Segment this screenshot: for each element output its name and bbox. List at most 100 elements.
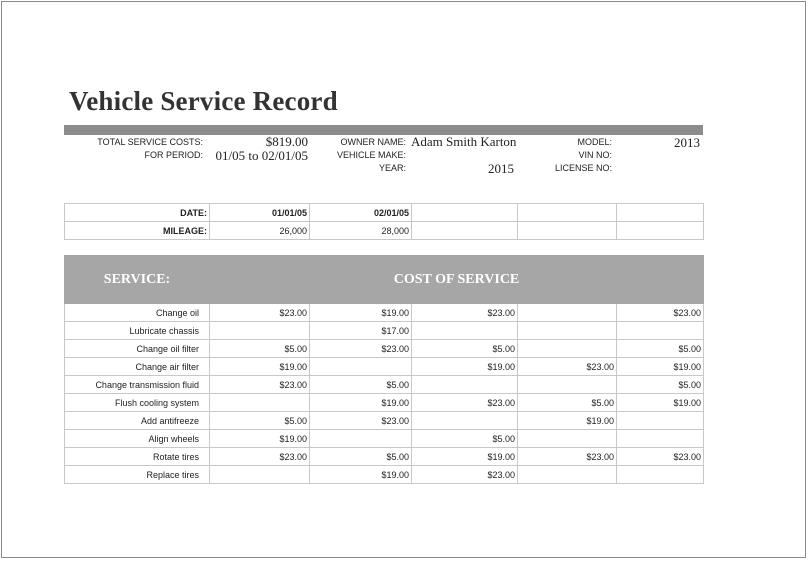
- service-name-cell: Change oil: [64, 303, 210, 322]
- service-column-header: SERVICE:: [64, 255, 210, 304]
- cost-cell[interactable]: [616, 429, 704, 448]
- cost-cell[interactable]: $23.00: [209, 375, 310, 394]
- mileage-cell[interactable]: [411, 221, 518, 240]
- header-divider-bar: [64, 125, 703, 135]
- cost-cell[interactable]: [616, 465, 704, 484]
- cost-cell[interactable]: $19.00: [309, 393, 412, 412]
- cost-cell[interactable]: $23.00: [309, 339, 412, 358]
- cost-cell[interactable]: $23.00: [411, 393, 518, 412]
- owner-name-label: OWNER NAME:: [340, 137, 406, 147]
- cost-cell[interactable]: $23.00: [616, 447, 704, 466]
- cost-cell[interactable]: [411, 375, 518, 394]
- table-row: Add antifreeze $5.00 $23.00 $19.00: [64, 411, 704, 430]
- cost-column-header: COST OF SERVICE: [209, 255, 704, 304]
- cost-cell[interactable]: $19.00: [209, 357, 310, 376]
- cost-cell[interactable]: [309, 357, 412, 376]
- vin-label: VIN NO:: [578, 150, 612, 160]
- cost-cell[interactable]: [616, 411, 704, 430]
- cost-cell[interactable]: $19.00: [616, 357, 704, 376]
- date-mileage-table: DATE: 01/01/05 02/01/05 MILEAGE: 26,000 …: [64, 203, 704, 240]
- cost-cell[interactable]: $5.00: [616, 339, 704, 358]
- page-title: Vehicle Service Record: [69, 86, 338, 116]
- cost-cell[interactable]: [616, 321, 704, 340]
- cost-cell[interactable]: [517, 339, 617, 358]
- cost-cell[interactable]: $19.00: [517, 411, 617, 430]
- table-row: Align wheels $19.00 $5.00: [64, 429, 704, 448]
- cost-cell[interactable]: [209, 465, 310, 484]
- service-name-cell: Flush cooling system: [64, 393, 210, 412]
- cost-cell[interactable]: $5.00: [616, 375, 704, 394]
- year-label: YEAR:: [378, 163, 406, 173]
- cost-cell[interactable]: $5.00: [209, 339, 310, 358]
- mileage-cell[interactable]: 28,000: [309, 221, 412, 240]
- cost-cell[interactable]: [517, 465, 617, 484]
- cost-cell[interactable]: $23.00: [411, 465, 518, 484]
- date-cell[interactable]: 02/01/05: [309, 203, 412, 222]
- model-value[interactable]: 2013: [674, 135, 700, 150]
- cost-cell[interactable]: $5.00: [209, 411, 310, 430]
- cost-cell[interactable]: $19.00: [309, 303, 412, 322]
- cost-cell[interactable]: $19.00: [309, 465, 412, 484]
- service-name-cell: Change transmission fluid: [64, 375, 210, 394]
- cost-cell[interactable]: $19.00: [616, 393, 704, 412]
- cost-cell[interactable]: $5.00: [309, 447, 412, 466]
- service-name-cell: Replace tires: [64, 465, 210, 484]
- cost-cell[interactable]: $23.00: [517, 357, 617, 376]
- cost-cell[interactable]: [309, 429, 412, 448]
- service-cost-table: SERVICE: COST OF SERVICE Change oil $23.0…: [64, 255, 704, 484]
- mileage-cell[interactable]: [616, 221, 704, 240]
- service-name-cell: Change oil filter: [64, 339, 210, 358]
- total-service-costs-label: TOTAL SERVICE COSTS:: [97, 137, 203, 147]
- cost-cell[interactable]: [517, 375, 617, 394]
- table-row: Change air filter $19.00 $19.00 $23.00 $19.0…: [64, 357, 704, 376]
- cost-cell[interactable]: [517, 303, 617, 322]
- table-row: Lubricate chassis $17.00: [64, 321, 704, 340]
- cost-cell[interactable]: [209, 393, 310, 412]
- mileage-row: MILEAGE: 26,000 28,000: [64, 221, 704, 240]
- service-name-cell: Change air filter: [64, 357, 210, 376]
- for-period-label: FOR PERIOD:: [144, 150, 203, 160]
- table-row: Rotate tires $23.00 $5.00 $19.00 $23.00 $23.0…: [64, 447, 704, 466]
- date-cell[interactable]: [411, 203, 518, 222]
- table-row: Replace tires $19.00 $23.00: [64, 465, 704, 484]
- cost-cell[interactable]: $23.00: [517, 447, 617, 466]
- date-cell[interactable]: 01/01/05: [209, 203, 310, 222]
- cost-cell[interactable]: [209, 321, 310, 340]
- table-row: Change oil filter $5.00 $23.00 $5.00 $5.00: [64, 339, 704, 358]
- mileage-cell[interactable]: 26,000: [209, 221, 310, 240]
- cost-cell[interactable]: $23.00: [209, 303, 310, 322]
- cost-cell[interactable]: $19.00: [411, 357, 518, 376]
- mileage-cell[interactable]: [517, 221, 617, 240]
- cost-cell[interactable]: $23.00: [616, 303, 704, 322]
- vehicle-make-label: VEHICLE MAKE:: [336, 150, 406, 160]
- cost-cell[interactable]: [517, 429, 617, 448]
- cost-cell[interactable]: $5.00: [411, 339, 518, 358]
- for-period-value[interactable]: 01/05 to 02/01/05: [215, 148, 308, 163]
- owner-name-value[interactable]: Adam Smith Karton: [411, 134, 517, 149]
- cost-cell[interactable]: $23.00: [309, 411, 412, 430]
- cost-cell[interactable]: [411, 411, 518, 430]
- cost-cell[interactable]: $23.00: [411, 303, 518, 322]
- cost-cell[interactable]: $23.00: [209, 447, 310, 466]
- year-value[interactable]: 2015: [488, 161, 514, 176]
- cost-cell[interactable]: $5.00: [309, 375, 412, 394]
- table-row: Flush cooling system $19.00 $23.00 $5.00 $19…: [64, 393, 704, 412]
- cost-cell[interactable]: $17.00: [309, 321, 412, 340]
- cost-cell[interactable]: $5.00: [411, 429, 518, 448]
- date-cell[interactable]: [616, 203, 704, 222]
- service-name-cell: Add antifreeze: [64, 411, 210, 430]
- total-service-costs-value[interactable]: $819.00: [265, 134, 308, 149]
- service-header-row: SERVICE: COST OF SERVICE: [64, 255, 704, 304]
- date-label: DATE:: [64, 203, 210, 222]
- service-name-cell: Align wheels: [64, 429, 210, 448]
- cost-cell[interactable]: [411, 321, 518, 340]
- cost-cell[interactable]: $5.00: [517, 393, 617, 412]
- model-label: MODEL:: [577, 137, 612, 147]
- cost-cell[interactable]: $19.00: [209, 429, 310, 448]
- date-cell[interactable]: [517, 203, 617, 222]
- table-row: Change oil $23.00 $19.00 $23.00 $23.00: [64, 303, 704, 322]
- cost-cell[interactable]: [517, 321, 617, 340]
- cost-cell[interactable]: $19.00: [411, 447, 518, 466]
- service-name-cell: Lubricate chassis: [64, 321, 210, 340]
